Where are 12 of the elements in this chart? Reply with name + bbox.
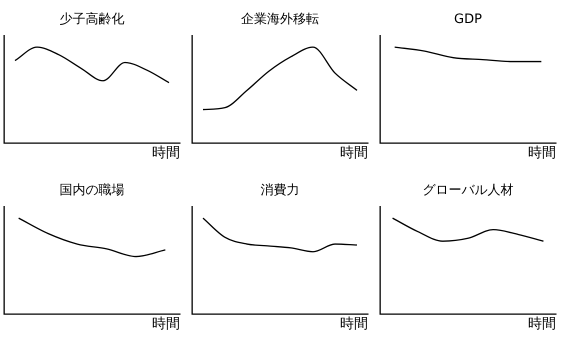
x-axis-title: 時間	[528, 145, 556, 162]
chart-title: 企業海外移転	[241, 12, 319, 28]
x-axis-title: 時間	[340, 316, 368, 332]
x-axis-title: 時間	[340, 145, 368, 162]
chart-title: 少子高齢化	[60, 11, 124, 28]
chart-title: 消費力	[260, 182, 300, 198]
x-axis-title: 時間	[152, 316, 180, 332]
chart-title: GDP	[454, 12, 482, 28]
x-axis-title: 時間	[152, 145, 180, 162]
chart-title: 国内の職場	[60, 182, 124, 198]
x-axis-title: 時間	[528, 316, 556, 332]
chart-title: グローバル人材	[422, 182, 514, 198]
